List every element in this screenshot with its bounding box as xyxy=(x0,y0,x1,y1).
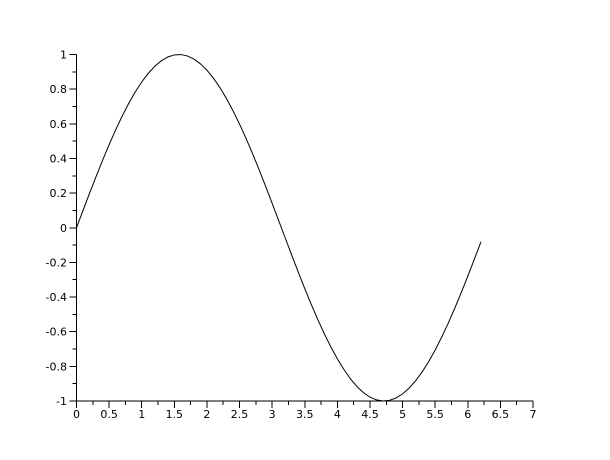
x-tick-label: 3 xyxy=(269,408,276,421)
y-tick-label: 0.6 xyxy=(50,118,68,131)
x-tick-label: 5.5 xyxy=(426,408,444,421)
y-tick-label: 0 xyxy=(60,222,67,235)
y-tick-label: -0.4 xyxy=(46,291,67,304)
x-tick-label: 0.5 xyxy=(100,408,118,421)
y-tick-label: -0.8 xyxy=(46,360,67,373)
x-tick-label: 3.5 xyxy=(296,408,314,421)
x-tick-label: 0 xyxy=(73,408,80,421)
sine-curve xyxy=(76,54,482,402)
x-tick-label: 6 xyxy=(464,408,471,421)
y-tick-label: 0.8 xyxy=(50,83,68,96)
y-tick-label: -0.2 xyxy=(46,256,67,269)
x-tick-label: 4 xyxy=(334,408,341,421)
y-tick-label: -0.6 xyxy=(46,326,67,339)
y-tick-label: 0.2 xyxy=(50,187,68,200)
y-tick-label: 0.4 xyxy=(50,152,68,165)
x-tick-label: 1.5 xyxy=(166,408,184,421)
x-tick-label: 7 xyxy=(530,408,537,421)
y-tick-label: -1 xyxy=(56,395,67,408)
x-tick-label: 5 xyxy=(399,408,406,421)
y-tick-label: 1 xyxy=(60,49,67,62)
x-tick-label: 2 xyxy=(203,408,210,421)
x-tick-label: 4.5 xyxy=(361,408,379,421)
x-tick-label: 2.5 xyxy=(231,408,249,421)
x-tick-label: 6.5 xyxy=(492,408,510,421)
x-tick-label: 1 xyxy=(138,408,145,421)
